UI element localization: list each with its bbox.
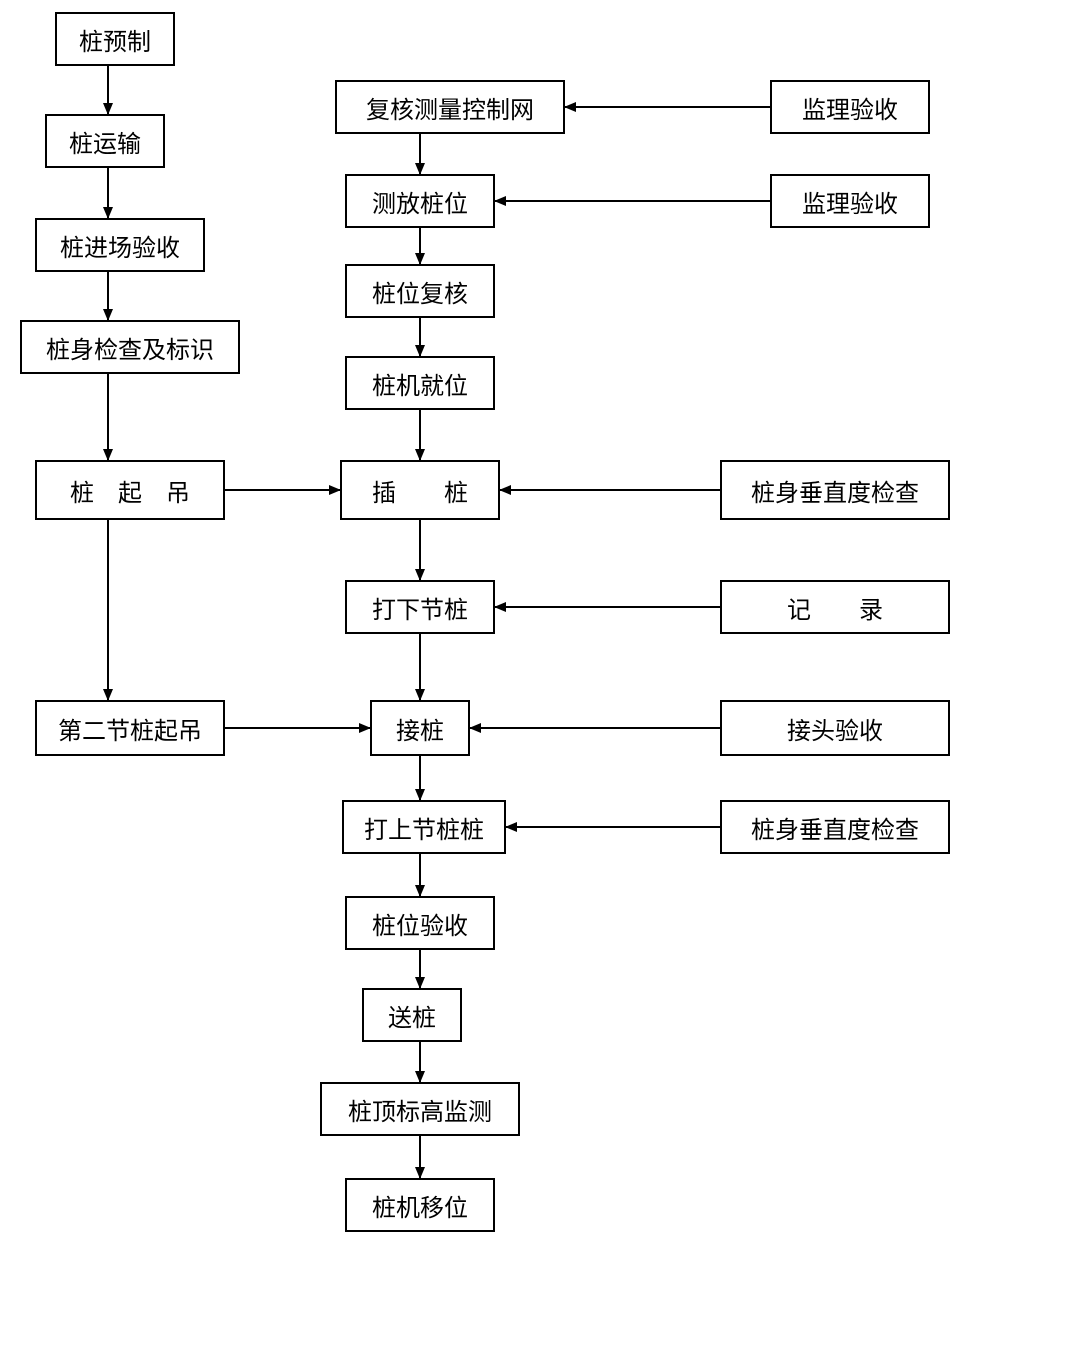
node-label: 送桩 bbox=[388, 998, 436, 1033]
node-label: 打上节桩桩 bbox=[364, 810, 484, 845]
node-n1: 桩预制 bbox=[55, 12, 175, 66]
node-n4: 桩身检查及标识 bbox=[20, 320, 240, 374]
node-label: 监理验收 bbox=[802, 184, 898, 219]
node-n21: 桩身垂直度检查 bbox=[720, 460, 950, 520]
node-label: 桩运输 bbox=[69, 124, 141, 159]
node-n16: 送桩 bbox=[362, 988, 462, 1042]
node-label: 桩机就位 bbox=[372, 366, 468, 401]
node-n7: 复核测量控制网 bbox=[335, 80, 565, 134]
node-label: 桩位复核 bbox=[372, 274, 468, 309]
node-n18: 桩机移位 bbox=[345, 1178, 495, 1232]
node-label: 复核测量控制网 bbox=[366, 90, 534, 125]
node-label: 桩进场验收 bbox=[60, 228, 180, 263]
node-label: 桩顶标高监测 bbox=[348, 1092, 492, 1127]
node-label: 记 录 bbox=[787, 590, 883, 625]
node-label: 桩 起 吊 bbox=[70, 473, 190, 508]
node-n3: 桩进场验收 bbox=[35, 218, 205, 272]
node-label: 桩身垂直度检查 bbox=[751, 810, 919, 845]
node-n19: 监理验收 bbox=[770, 80, 930, 134]
node-n12: 打下节桩 bbox=[345, 580, 495, 634]
node-label: 接头验收 bbox=[787, 711, 883, 746]
node-label: 桩机移位 bbox=[372, 1188, 468, 1223]
node-n6: 第二节桩起吊 bbox=[35, 700, 225, 756]
node-label: 桩预制 bbox=[79, 22, 151, 57]
node-n17: 桩顶标高监测 bbox=[320, 1082, 520, 1136]
node-label: 桩身垂直度检查 bbox=[751, 473, 919, 508]
node-label: 打下节桩 bbox=[372, 590, 468, 625]
node-label: 桩身检查及标识 bbox=[46, 330, 214, 365]
node-n24: 桩身垂直度检查 bbox=[720, 800, 950, 854]
node-n13: 接桩 bbox=[370, 700, 470, 756]
node-n11: 插 桩 bbox=[340, 460, 500, 520]
node-n2: 桩运输 bbox=[45, 114, 165, 168]
node-n15: 桩位验收 bbox=[345, 896, 495, 950]
node-n8: 测放桩位 bbox=[345, 174, 495, 228]
node-label: 测放桩位 bbox=[372, 184, 468, 219]
node-label: 桩位验收 bbox=[372, 906, 468, 941]
node-n20: 监理验收 bbox=[770, 174, 930, 228]
node-label: 监理验收 bbox=[802, 90, 898, 125]
node-label: 接桩 bbox=[396, 711, 444, 746]
node-n5: 桩 起 吊 bbox=[35, 460, 225, 520]
node-n23: 接头验收 bbox=[720, 700, 950, 756]
node-n10: 桩机就位 bbox=[345, 356, 495, 410]
node-label: 第二节桩起吊 bbox=[58, 711, 202, 746]
node-label: 插 桩 bbox=[372, 473, 468, 508]
node-n14: 打上节桩桩 bbox=[342, 800, 506, 854]
node-n22: 记 录 bbox=[720, 580, 950, 634]
node-n9: 桩位复核 bbox=[345, 264, 495, 318]
